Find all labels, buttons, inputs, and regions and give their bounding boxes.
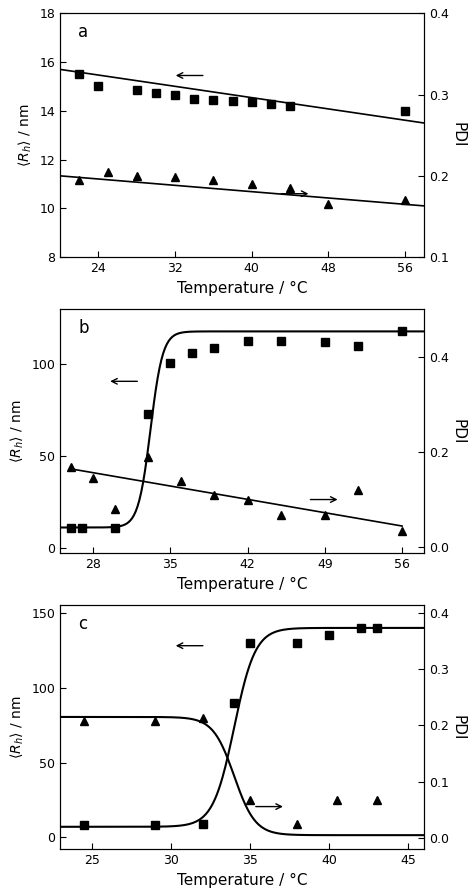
Y-axis label: $\langle R_h \rangle$ / nm: $\langle R_h \rangle$ / nm (9, 695, 26, 759)
Y-axis label: PDI: PDI (451, 715, 465, 740)
Text: b: b (78, 319, 89, 337)
Text: a: a (78, 23, 88, 41)
X-axis label: Temperature / °C: Temperature / °C (177, 873, 307, 888)
Y-axis label: $\langle R_h \rangle$ / nm: $\langle R_h \rangle$ / nm (16, 103, 34, 167)
Y-axis label: $\langle R_h \rangle$ / nm: $\langle R_h \rangle$ / nm (9, 400, 26, 463)
Y-axis label: PDI: PDI (451, 418, 465, 444)
Y-axis label: PDI: PDI (451, 123, 465, 148)
X-axis label: Temperature / °C: Temperature / °C (177, 577, 307, 591)
Text: c: c (78, 616, 87, 633)
X-axis label: Temperature / °C: Temperature / °C (177, 280, 307, 296)
